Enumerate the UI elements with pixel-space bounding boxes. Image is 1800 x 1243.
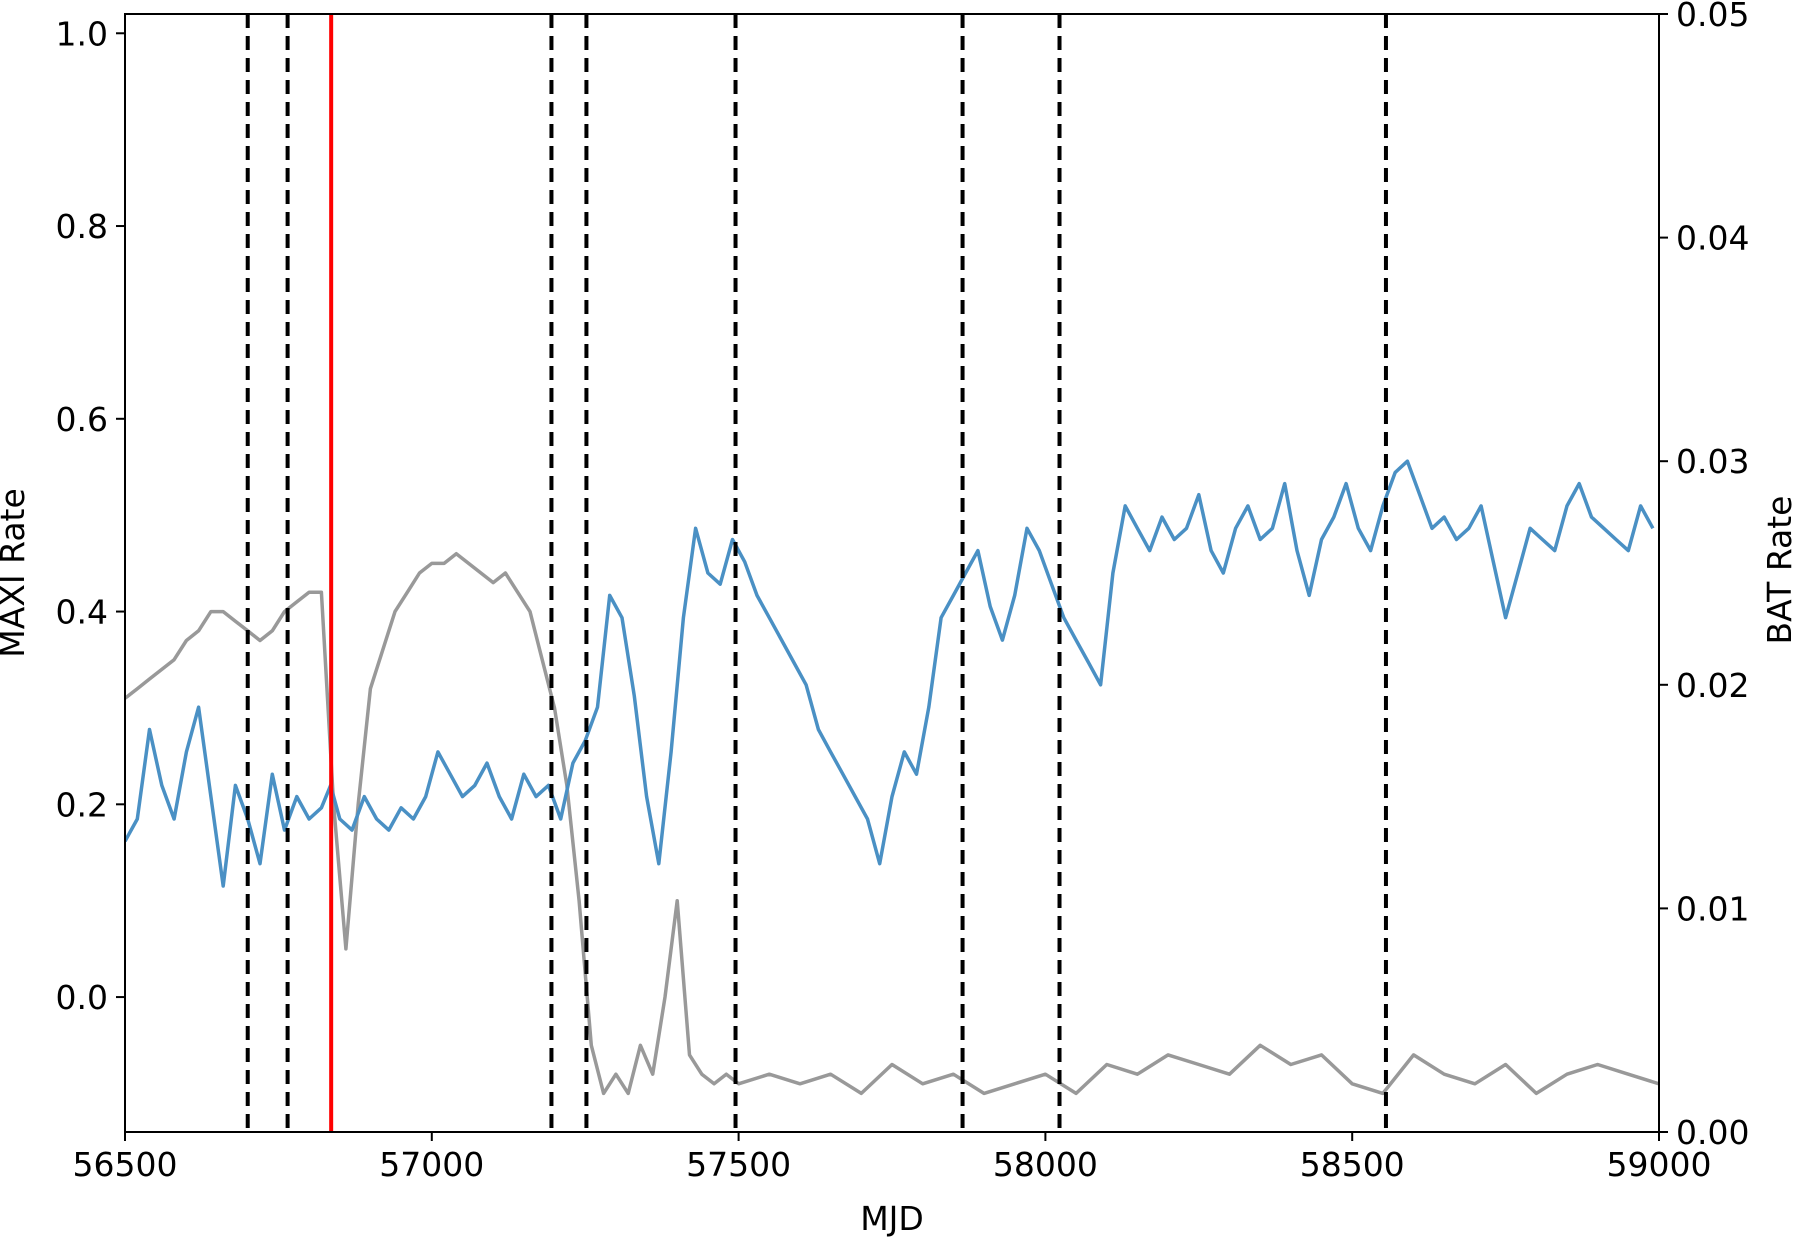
x-axis-title: MJD: [860, 1199, 924, 1238]
x-tick-label: 58000: [993, 1145, 1098, 1184]
y-axis-right-title: BAT Rate: [1760, 496, 1799, 645]
y-left-tick-label: 0.2: [56, 785, 108, 824]
x-tick-label: 57000: [379, 1145, 484, 1184]
y-right-tick-label: 0.05: [1676, 0, 1749, 34]
reference-lines: [245, 14, 1388, 1132]
y-right-tick-label: 0.03: [1676, 442, 1749, 481]
y-left-tick-label: 0.8: [56, 207, 108, 246]
y-left-tick-label: 1.0: [56, 14, 108, 53]
y-right-tick-label: 0.00: [1676, 1113, 1749, 1152]
y-axis-left-title: MAXI Rate: [0, 488, 32, 658]
series-layer: [125, 459, 1659, 1096]
y-right-tick-label: 0.01: [1676, 889, 1749, 928]
y-right-tick-label: 0.02: [1676, 666, 1749, 705]
y-axis-right: 0.00 0.01 0.02 0.03 0.04 0.05: [1659, 0, 1749, 1152]
x-tick-label: 57500: [686, 1145, 791, 1184]
series-line-bat: [125, 459, 1655, 888]
x-tick-label: 56500: [73, 1145, 178, 1184]
y-left-tick-label: 0.0: [56, 978, 108, 1017]
y-left-tick-label: 0.6: [56, 400, 108, 439]
x-axis: 56500 57000 57500 58000 58500 59000: [73, 1132, 1712, 1184]
y-left-tick-label: 0.4: [56, 593, 108, 632]
y-axis-left: 0.0 0.2 0.4 0.6 0.8 1.0: [56, 14, 125, 1017]
plot-frame: [124, 13, 1660, 1133]
x-tick-label: 59000: [1607, 1145, 1712, 1184]
x-tick-label: 58500: [1300, 1145, 1405, 1184]
y-right-tick-label: 0.04: [1676, 219, 1749, 258]
